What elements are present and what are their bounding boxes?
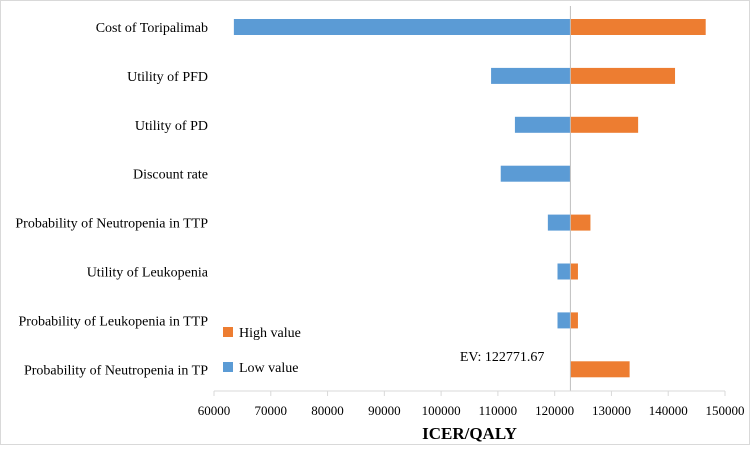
low-value-bar-row-7 xyxy=(557,312,571,329)
category-label-row-5: Probability of Neutropenia in TTP xyxy=(15,217,208,232)
legend-swatch-2 xyxy=(223,362,233,372)
low-value-bar-row-2 xyxy=(491,67,571,84)
high-value-bar-row-2 xyxy=(570,67,676,84)
high-value-bar-row-1 xyxy=(570,19,706,35)
x-tick-label-130000: 130000 xyxy=(592,403,631,418)
category-label-row-6: Utility of Leukopenia xyxy=(87,266,209,281)
x-tick-label-110000: 110000 xyxy=(479,403,518,418)
x-tick-label-120000: 120000 xyxy=(535,403,574,418)
x-axis-ticks: 60000 70000 80000 90000 100000 110000 120000 13… xyxy=(198,391,745,418)
x-tick-label-70000: 70000 xyxy=(255,403,288,418)
x-tick-label-60000: 60000 xyxy=(198,403,231,418)
x-tick-label-140000: 140000 xyxy=(649,403,688,418)
category-label-row-4: Discount rate xyxy=(133,168,208,183)
category-labels: Cost of Toripalimab Utility of PFD Utility… xyxy=(15,21,208,378)
category-label-row-2: Utility of PFD xyxy=(127,70,208,85)
low-value-bar-row-5 xyxy=(547,214,571,231)
high-value-bar-row-8 xyxy=(570,361,630,378)
legend-label-1: High value xyxy=(239,326,301,341)
legend-swatch-1 xyxy=(223,327,233,337)
category-label-row-8: Probability of Neutropenia in TP xyxy=(24,363,208,378)
x-tick-label-100000: 100000 xyxy=(422,403,461,418)
high-value-bar-row-3 xyxy=(570,116,639,133)
low-value-bar-row-1 xyxy=(233,19,571,35)
category-label-row-3: Utility of PD xyxy=(135,119,208,134)
category-label-row-7: Probability of Leukopenia in TTP xyxy=(19,314,209,329)
x-axis-title: ICER/QALY xyxy=(422,424,517,443)
base-value-label: EV: 122771.67 xyxy=(460,350,545,365)
x-tick-label-150000: 150000 xyxy=(706,403,745,418)
high-value-bar-row-6 xyxy=(570,263,578,280)
x-tick-label-90000: 90000 xyxy=(368,403,401,418)
high-value-bar-row-5 xyxy=(570,214,591,231)
high-value-bar-row-7 xyxy=(570,312,578,329)
low-value-bar-row-4 xyxy=(500,165,571,182)
low-value-bar-row-3 xyxy=(514,116,571,133)
low-value-bar-row-6 xyxy=(557,263,571,280)
legend: High value Low value xyxy=(223,326,301,376)
legend-label-2: Low value xyxy=(239,361,298,376)
x-tick-label-80000: 80000 xyxy=(311,403,344,418)
category-label-row-1: Cost of Toripalimab xyxy=(96,21,208,36)
bars-layer xyxy=(233,19,706,378)
